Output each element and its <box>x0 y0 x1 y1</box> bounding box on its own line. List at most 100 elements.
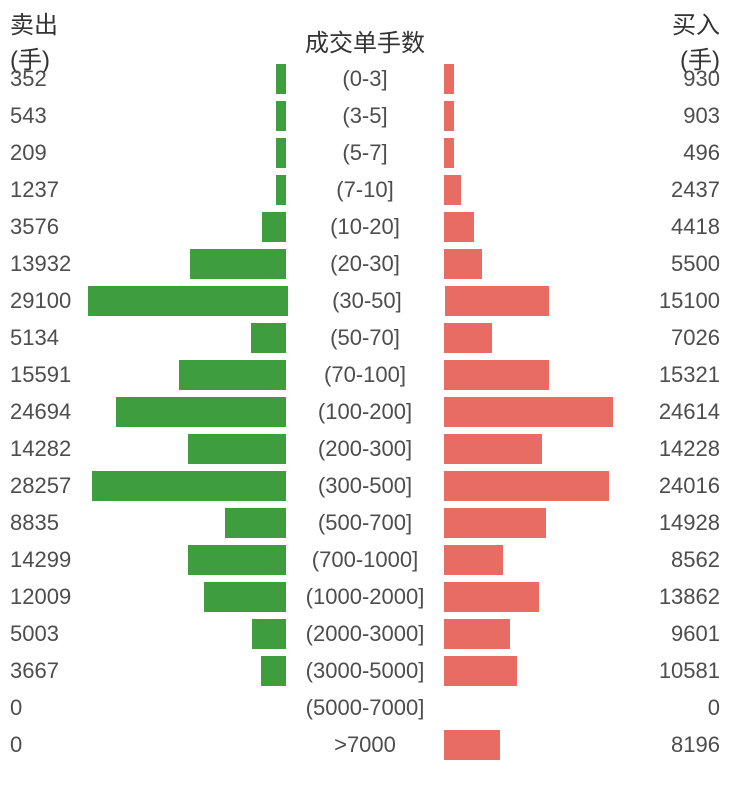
sell-bar-col <box>89 545 286 575</box>
buy-value: 9601 <box>641 621 720 647</box>
range-label: (200-300] <box>286 436 444 462</box>
sell-bar <box>179 360 286 390</box>
chart-row: 28257(300-500]24016 <box>0 467 730 504</box>
buy-value: 8562 <box>641 547 720 573</box>
buy-bar <box>444 619 510 649</box>
chart-row: 24694(100-200]24614 <box>0 393 730 430</box>
range-label: (2000-3000] <box>286 621 444 647</box>
range-label: (10-20] <box>286 214 444 240</box>
chart-row: 1237 (7-10] 2437 <box>0 171 730 208</box>
sell-value: 1237 <box>10 177 89 203</box>
range-label: (0-3] <box>286 66 444 92</box>
sell-bar <box>204 582 287 612</box>
buy-bar-col <box>444 101 641 131</box>
chart-row: 3667(3000-5000]10581 <box>0 652 730 689</box>
range-label: (700-1000] <box>286 547 444 573</box>
sell-value: 0 <box>10 732 89 758</box>
buy-value: 14928 <box>641 510 720 536</box>
sell-value: 5134 <box>10 325 89 351</box>
chart-row: 15591(70-100]15321 <box>0 356 730 393</box>
chart-row: 14299 (700-1000] 8562 <box>0 541 730 578</box>
sell-bar-col <box>89 360 286 390</box>
buy-bar <box>444 175 461 205</box>
buy-bar <box>444 138 454 168</box>
sell-value: 14282 <box>10 436 89 462</box>
buy-bar-col <box>444 212 641 242</box>
buy-value: 13862 <box>641 584 720 610</box>
sell-value: 14299 <box>10 547 89 573</box>
sell-value: 352 <box>10 66 89 92</box>
range-label: (3-5] <box>286 103 444 129</box>
sell-bar-col <box>89 249 286 279</box>
range-label: (5000-7000] <box>286 695 444 721</box>
sell-bar-col <box>89 434 286 464</box>
buy-bar <box>444 212 474 242</box>
sell-bar-col <box>89 582 286 612</box>
sell-bar <box>225 508 286 538</box>
chart-row: 12009 (1000-2000] 13862 <box>0 578 730 615</box>
buy-bar <box>444 545 503 575</box>
buy-header: 买入(手) <box>641 5 720 75</box>
buy-bar-col <box>444 730 641 760</box>
sell-bar <box>251 323 286 353</box>
sell-bar-col <box>89 101 286 131</box>
buy-value: 7026 <box>641 325 720 351</box>
sell-bar <box>276 175 286 205</box>
sell-value: 28257 <box>10 473 89 499</box>
sell-bar <box>92 471 286 501</box>
sell-bar-col <box>89 508 286 538</box>
buy-bar-col <box>444 508 641 538</box>
sell-bar <box>188 434 286 464</box>
range-label: >7000 <box>286 732 444 758</box>
range-label: (20-30] <box>286 251 444 277</box>
buy-bar-col <box>444 471 641 501</box>
sell-bar-col <box>89 212 286 242</box>
chart-row: 3576(10-20]4418 <box>0 208 730 245</box>
range-label: (5-7] <box>286 140 444 166</box>
chart-rows: 352(0-3]930543(3-5]903209(5-7]4961237(7-… <box>0 60 730 763</box>
center-header: 成交单手数 <box>286 23 444 58</box>
sell-value: 5003 <box>10 621 89 647</box>
sell-bar-col <box>89 323 286 353</box>
sell-value: 15591 <box>10 362 89 388</box>
sell-bar <box>252 619 286 649</box>
buy-value: 5500 <box>641 251 720 277</box>
buy-bar-col <box>444 360 641 390</box>
sell-bar <box>276 101 286 131</box>
buy-bar <box>444 323 492 353</box>
sell-value: 209 <box>10 140 89 166</box>
sell-bar-col <box>89 175 286 205</box>
sell-value: 12009 <box>10 584 89 610</box>
range-label: (7-10] <box>286 177 444 203</box>
sell-bar <box>188 545 286 575</box>
buy-bar-col <box>445 286 641 316</box>
chart-row: 0(5000-7000]0 <box>0 689 730 726</box>
chart-row: 8835(500-700]14928 <box>0 504 730 541</box>
buy-value: 0 <box>641 695 720 721</box>
range-label: (100-200] <box>286 399 444 425</box>
sell-bar-col <box>89 471 286 501</box>
chart-row: 0>70008196 <box>0 726 730 763</box>
buy-bar <box>444 508 547 538</box>
range-label: (300-500] <box>286 473 444 499</box>
range-label: (1000-2000] <box>286 584 444 610</box>
buy-bar <box>444 582 539 612</box>
buy-bar <box>444 64 454 94</box>
buy-bar <box>445 286 549 316</box>
buy-bar-col <box>444 397 641 427</box>
buy-bar-col <box>444 656 641 686</box>
buy-bar-col <box>444 434 641 464</box>
sell-bar-col <box>89 656 286 686</box>
buy-value: 2437 <box>641 177 720 203</box>
sell-bar <box>261 656 286 686</box>
buy-bar-col <box>444 138 641 168</box>
sell-value: 3667 <box>10 658 89 684</box>
chart-row: 352(0-3]930 <box>0 60 730 97</box>
buy-bar-col <box>444 582 641 612</box>
buy-bar <box>444 730 500 760</box>
buy-value: 15100 <box>642 288 720 314</box>
buy-bar <box>444 434 542 464</box>
sell-bar <box>262 212 287 242</box>
buy-value: 4418 <box>641 214 720 240</box>
sell-bar <box>88 286 288 316</box>
